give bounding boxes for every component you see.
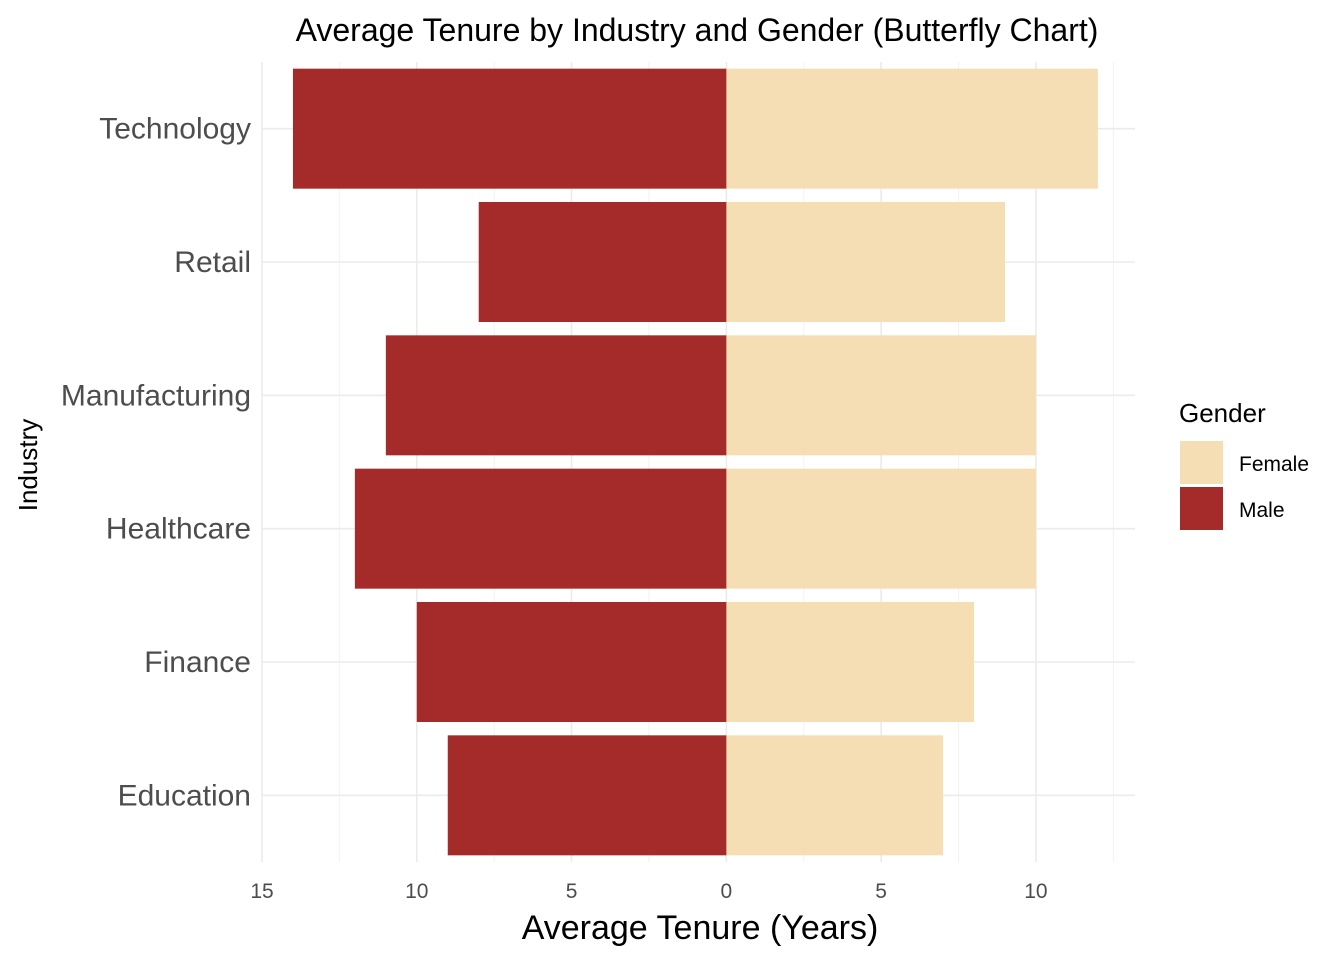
- legend-label-female: Female: [1239, 453, 1309, 476]
- y-axis-label: Industry: [13, 419, 43, 512]
- y-tick-label: Finance: [144, 646, 251, 679]
- x-tick-label: 10: [405, 880, 428, 903]
- x-tick-label: 15: [250, 880, 273, 903]
- bar-male-retail: [478, 202, 727, 322]
- legend-entries: Female Male: [1180, 441, 1309, 530]
- bar-female-technology: [726, 68, 1098, 189]
- y-tick-labels: Education Finance Healthcare Manufacturing R…: [61, 113, 251, 813]
- bar-male-manufacturing: [385, 335, 727, 456]
- bar-layer: [292, 68, 1098, 856]
- bar-female-finance: [726, 602, 975, 722]
- legend-label-male: Male: [1239, 499, 1285, 522]
- x-tick-label: 10: [1024, 880, 1047, 903]
- legend-swatch-female: [1180, 441, 1223, 484]
- y-tick-label: Retail: [174, 246, 251, 279]
- bar-female-manufacturing: [726, 335, 1036, 456]
- bar-male-finance: [416, 602, 727, 722]
- y-tick-label: Manufacturing: [61, 379, 251, 412]
- bar-female-education: [726, 735, 944, 856]
- bar-male-education: [447, 735, 727, 856]
- bar-male-healthcare: [354, 468, 727, 589]
- legend-swatch-male: [1180, 487, 1223, 530]
- y-tick-label: Healthcare: [106, 513, 251, 546]
- y-tick-label: Technology: [99, 113, 251, 146]
- bar-male-technology: [292, 68, 727, 189]
- x-tick-label: 5: [875, 880, 887, 903]
- bar-female-healthcare: [726, 468, 1036, 589]
- legend-title: Gender: [1179, 398, 1266, 428]
- x-tick-label: 0: [721, 880, 733, 903]
- x-tick-label: 5: [566, 880, 578, 903]
- bar-female-retail: [726, 202, 1005, 322]
- x-axis-label: Average Tenure (Years): [522, 909, 879, 947]
- y-tick-label: Education: [118, 779, 251, 812]
- legend: Gender Female Male: [1179, 398, 1309, 530]
- x-tick-labels: 15 10 5 0 5 10: [250, 880, 1047, 903]
- chart-title: Average Tenure by Industry and Gender (B…: [296, 12, 1099, 48]
